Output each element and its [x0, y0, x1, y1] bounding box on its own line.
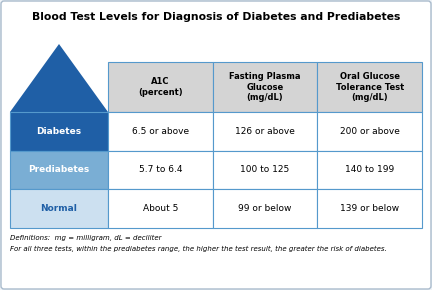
Bar	[318, 189, 422, 228]
Text: Diabetes: Diabetes	[36, 127, 82, 136]
Text: About 5: About 5	[143, 204, 178, 213]
Text: Fasting Plasma
Glucose
(mg/dL): Fasting Plasma Glucose (mg/dL)	[229, 72, 301, 102]
Bar	[213, 62, 318, 112]
Bar	[10, 112, 108, 228]
Text: 200 or above: 200 or above	[340, 127, 400, 136]
Text: Blood Test Levels for Diagnosis of Diabetes and Prediabetes: Blood Test Levels for Diagnosis of Diabe…	[32, 12, 400, 22]
Bar	[108, 62, 213, 112]
Bar	[213, 112, 318, 151]
Bar	[10, 112, 108, 151]
Text: 126 or above: 126 or above	[235, 127, 295, 136]
Bar	[108, 151, 213, 189]
Bar	[10, 151, 108, 189]
Bar	[318, 112, 422, 151]
Text: Normal: Normal	[41, 204, 77, 213]
Text: Oral Glucose
Tolerance Test
(mg/dL): Oral Glucose Tolerance Test (mg/dL)	[336, 72, 404, 102]
Bar	[10, 189, 108, 228]
Text: A1C
(percent): A1C (percent)	[138, 77, 183, 97]
Text: 139 or below: 139 or below	[340, 204, 399, 213]
Bar	[213, 189, 318, 228]
Text: Prediabetes: Prediabetes	[29, 166, 89, 175]
Bar	[318, 151, 422, 189]
Polygon shape	[10, 44, 108, 112]
Bar	[108, 112, 213, 151]
Bar	[318, 62, 422, 112]
Text: For all three tests, within the prediabetes range, the higher the test result, t: For all three tests, within the prediabe…	[10, 246, 387, 252]
Bar	[108, 189, 213, 228]
Text: 140 to 199: 140 to 199	[345, 166, 394, 175]
Text: 100 to 125: 100 to 125	[240, 166, 289, 175]
Text: Definitions:  mg = milligram, dL = deciliter: Definitions: mg = milligram, dL = decili…	[10, 235, 162, 241]
Text: 99 or below: 99 or below	[238, 204, 292, 213]
Text: 6.5 or above: 6.5 or above	[132, 127, 189, 136]
Text: 5.7 to 6.4: 5.7 to 6.4	[139, 166, 182, 175]
Bar	[213, 151, 318, 189]
